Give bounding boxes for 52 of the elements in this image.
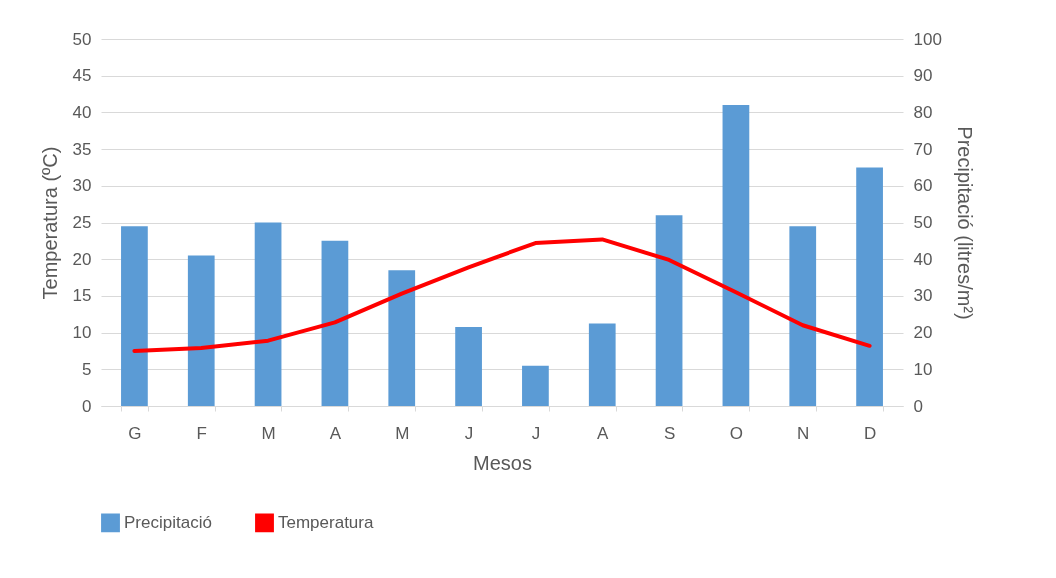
y-axis-title: Temperatura (ºC): [38, 146, 61, 300]
y-tick-label: 45: [72, 66, 92, 86]
y-tick-label: 35: [72, 139, 92, 159]
x-tick-label: J: [531, 423, 541, 443]
x-tick-label: O: [729, 423, 744, 443]
y-tick-label: 50: [72, 29, 92, 49]
y-tick-label: 25: [72, 213, 92, 232]
line-series: [132, 237, 872, 353]
y-tick-label: 0: [82, 396, 92, 416]
x-tick-label: D: [863, 423, 877, 443]
y-tick-label: 10: [72, 323, 92, 343]
y2-tick-label: 30: [913, 286, 933, 306]
x-tick-label: A: [329, 423, 342, 443]
y-tick-label: 20: [72, 249, 92, 269]
y2-tick-label: 50: [913, 213, 933, 232]
y2-tick-label: 80: [913, 102, 933, 122]
y-tick-label: 5: [82, 359, 92, 379]
bar: [321, 240, 349, 406]
x-tick-label: J: [464, 423, 474, 443]
y2-tick-label: 70: [913, 139, 933, 159]
bar: [856, 167, 883, 406]
bar: [789, 226, 817, 406]
y2-tick-label: 0: [913, 396, 923, 416]
bar: [522, 365, 549, 406]
bar: [121, 226, 148, 406]
y2-tick-label: 90: [913, 66, 933, 86]
bar: [388, 270, 416, 406]
y-tick-label: 40: [72, 102, 92, 122]
y-tick-label: 30: [72, 176, 92, 196]
x-tick-label: F: [196, 423, 207, 443]
y2-tick-label: 10: [913, 359, 933, 379]
legend-label: Temperatura: [278, 512, 374, 532]
x-tick-label: M: [395, 423, 410, 443]
bar: [187, 255, 215, 406]
bar: [722, 105, 750, 406]
y2-tick-label: 40: [913, 249, 933, 269]
legend-label: Precipitació: [124, 512, 212, 532]
y2-tick-label: 60: [913, 176, 933, 196]
bar: [455, 327, 482, 406]
x-axis-title: Mesos: [473, 451, 532, 474]
y-tick-label: 15: [72, 286, 92, 306]
x-tick-label: G: [128, 423, 142, 443]
y2-tick-label: 20: [913, 323, 933, 343]
bar: [655, 215, 683, 406]
x-tick-label: N: [797, 423, 810, 443]
bar: [254, 222, 282, 406]
x-tick-label: A: [597, 423, 610, 443]
bar: [588, 323, 616, 406]
x-tick-label: S: [663, 423, 676, 443]
x-tick-label: M: [261, 423, 276, 443]
y2-tick-label: 100: [913, 29, 942, 49]
y2-axis-title: Precipitació (litres/m²): [953, 126, 976, 320]
